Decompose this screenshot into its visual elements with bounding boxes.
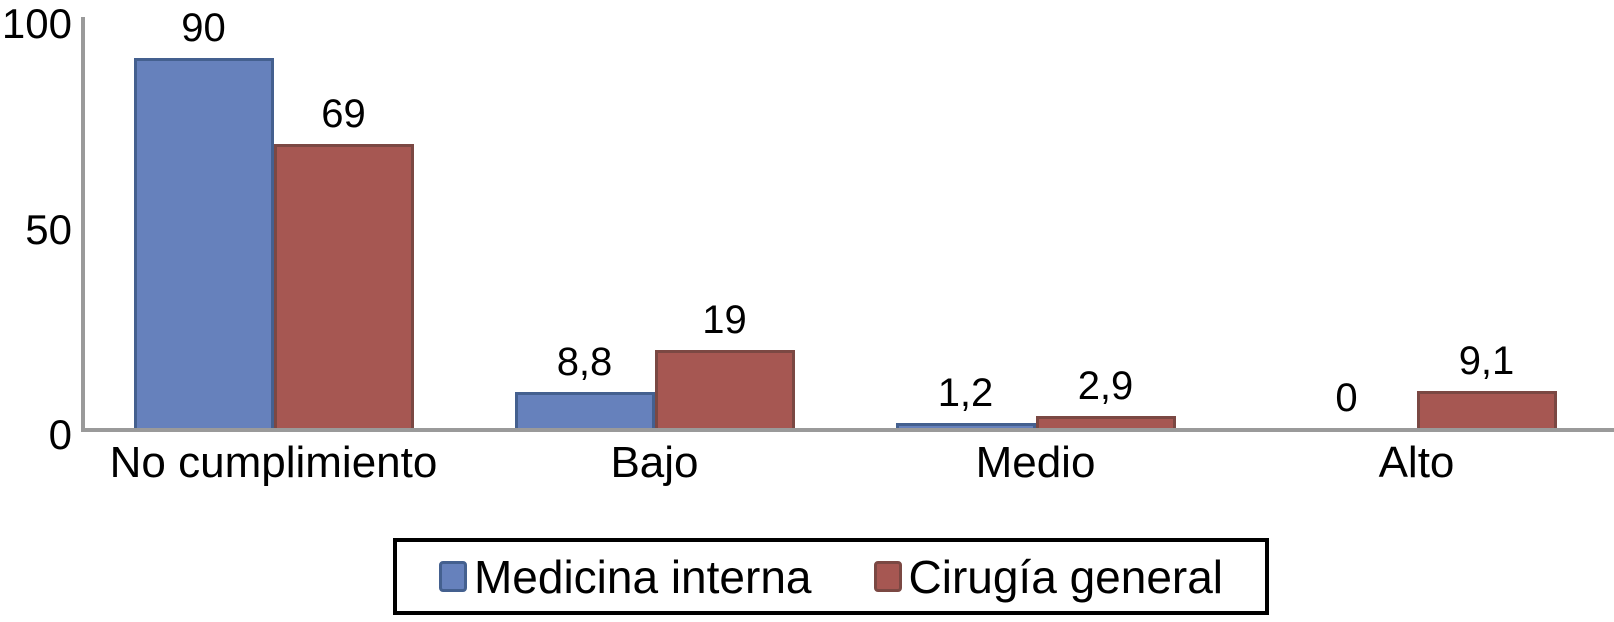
- value-label: 69: [321, 92, 366, 136]
- bar: [895, 423, 1036, 428]
- category-label: Alto: [1378, 438, 1455, 487]
- value-label: 8,8: [556, 340, 613, 384]
- value-label: 2,9: [1077, 364, 1134, 408]
- value-label: 9,1: [1458, 339, 1515, 383]
- legend-label-cirugia-general: Cirugía general: [908, 550, 1224, 603]
- y-tick-label: 100: [1, 0, 72, 47]
- legend-entry-medicina-interna: Medicina interna: [438, 550, 812, 604]
- bar: [654, 350, 795, 428]
- legend-swatch-medicina-interna-icon: [438, 561, 467, 592]
- category-label: No cumplimiento: [109, 438, 438, 487]
- value-label: 19: [702, 298, 747, 342]
- bar: [514, 392, 655, 428]
- bar: [133, 58, 274, 428]
- y-tick-label: 50: [25, 205, 72, 253]
- bar: [273, 144, 414, 428]
- bar: [1416, 391, 1557, 428]
- x-axis-line: [81, 428, 1614, 432]
- legend-swatch-cirugia-general-icon: [873, 561, 902, 592]
- category-label: Medio: [975, 438, 1096, 487]
- legend-label-medicina-interna: Medicina interna: [473, 550, 812, 603]
- y-axis-line: [81, 17, 85, 432]
- legend: Medicina interna Cirugía general: [393, 538, 1269, 615]
- y-tick-label: 0: [48, 411, 72, 458]
- value-label: 1,2: [937, 371, 994, 415]
- category-label: Bajo: [610, 438, 699, 487]
- value-label: 90: [181, 6, 226, 50]
- bar: [1035, 416, 1176, 428]
- legend-entry-cirugia-general: Cirugía general: [873, 550, 1224, 604]
- value-label: 0: [1335, 376, 1358, 420]
